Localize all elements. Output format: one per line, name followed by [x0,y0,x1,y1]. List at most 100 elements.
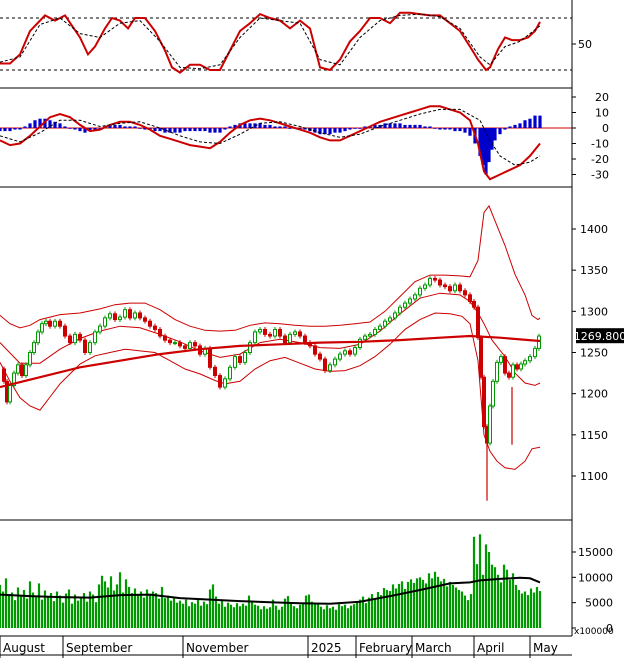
volume-bar [538,591,542,628]
volume-bar [481,574,485,628]
candle-body [515,364,519,370]
volume-bar [130,593,134,628]
candle-body [408,298,412,304]
macd-histogram-bar [118,124,122,128]
macd-histogram-bar [288,128,292,129]
macd-histogram-bar [23,126,27,128]
price-tick-label: 1100 [580,470,608,483]
rsi-signal-line [0,13,541,70]
macd-histogram-bar [173,128,177,133]
candle-body [258,328,262,333]
candle-body [323,358,327,372]
macd-tick-label: 10 [595,107,609,120]
volume-bar [352,604,356,628]
macd-histogram-bar [38,118,42,128]
rsi-line [0,11,541,74]
volume-bar [262,606,266,628]
candle-body [458,284,462,292]
volume-bar [160,586,164,628]
volume-bar [31,592,35,628]
volume-bar [445,586,449,628]
volume-bar [202,601,206,628]
volume-bar [112,590,116,628]
volume-bar [319,606,323,628]
volume-bar [79,597,83,628]
volume-bar [469,594,473,628]
candle-body [491,380,495,407]
volume-bar [337,604,341,628]
candle-body [193,342,197,347]
macd-histogram-bar [228,126,232,128]
volume-bar [229,604,233,628]
volume-bar [268,607,272,628]
volume-bar [154,593,158,628]
volume-bar [136,595,140,628]
volume-bar [70,603,74,628]
volume-bar [385,590,389,628]
candle-body [188,342,192,349]
candle-body [238,356,242,363]
macd-histogram-bar [263,124,267,128]
candle-body [443,284,447,288]
volume-bar [274,605,278,628]
macd-histogram-bar [28,123,32,128]
macd-histogram-bar [128,126,132,128]
candle-body [223,378,227,388]
candle-body [403,302,407,308]
volume-bar [211,584,215,628]
volume-bar [109,576,113,628]
macd-histogram-bar [13,128,17,130]
volume-bar [22,590,26,628]
volume-bar [343,604,347,628]
macd-histogram-bar [138,128,142,129]
volume-bar [247,595,251,628]
volume-bar [40,599,44,628]
macd-tick-label: -10 [591,138,609,151]
macd-tick-label: -20 [591,153,609,166]
candle-body [507,372,511,378]
volume-bar [436,576,440,628]
macd-histogram-bar [278,126,282,128]
macd-histogram-bar [418,124,422,128]
macd-histogram-bar [303,128,307,130]
volume-bar [97,584,101,628]
macd-histogram-bar [378,124,382,128]
x-axis-label: May [533,641,558,655]
candle-body [318,353,322,360]
volume-bar [103,581,107,628]
volume-bar [181,603,185,628]
volume-bar [382,587,386,628]
volume-bar [517,590,521,628]
volume-bar [187,606,191,628]
macd-histogram-bar [508,126,512,128]
volume-bar [172,597,176,628]
macd-histogram-bar [373,124,377,128]
volume-bar [166,595,170,628]
last-price-label: 1269.800 [574,328,625,344]
volume-bar [448,581,452,628]
candle-body [243,352,247,363]
macd-histogram-bar [388,123,392,128]
volume-bar [505,569,509,628]
volume-bar [10,592,14,628]
candle-body [298,331,302,337]
rsi-tick-label: 50 [578,38,592,51]
volume-bar [457,590,461,628]
macd-histogram-bar [503,128,507,130]
candle-body [173,342,177,345]
price-tick-label: 1250 [580,347,608,360]
volume-bar [208,589,212,628]
volume-bar [232,607,236,628]
macd-histogram-bar [383,123,387,128]
candle-body [68,335,72,344]
volume-bar [190,602,194,628]
volume-bar [148,594,152,628]
macd-histogram-bar [490,128,494,150]
candle-body [503,356,507,374]
candle-body [248,342,252,353]
candle-body [423,284,427,289]
candle-body [413,294,417,300]
volume-bar [514,584,518,628]
x-axis-label: September [66,641,132,655]
